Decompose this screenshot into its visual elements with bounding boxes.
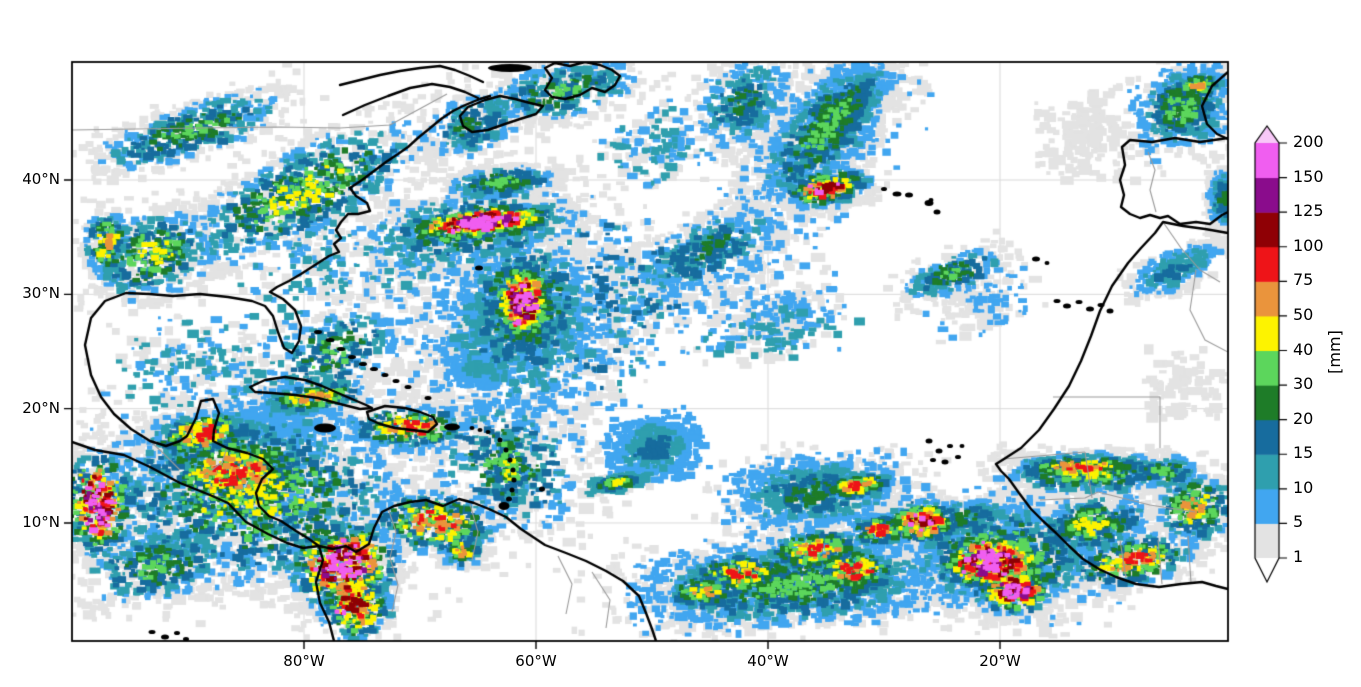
colorbar-tick-label: 150 xyxy=(1293,166,1324,186)
colorbar-tick-label: 125 xyxy=(1293,201,1324,221)
colorbar-tick-label: 20 xyxy=(1293,408,1314,428)
colorbar-tick-label: 75 xyxy=(1293,270,1314,290)
x-tick-label: 40°W xyxy=(747,652,789,670)
colorbar-tick-label: 40 xyxy=(1293,339,1314,359)
colorbar-tick-label: 100 xyxy=(1293,235,1324,255)
y-tick-label: 10°N xyxy=(22,512,60,531)
colorbar-tick-label: 15 xyxy=(1293,443,1314,463)
colorbar-tick-label: 200 xyxy=(1293,132,1324,151)
colorbar-tick-label: 30 xyxy=(1293,374,1314,394)
x-tick-label: 80°W xyxy=(283,652,325,670)
colorbar-tick-label: 50 xyxy=(1293,304,1314,324)
colorbar-tick-label: 5 xyxy=(1293,512,1304,532)
y-tick-label: 40°N xyxy=(22,170,60,188)
colorbar-tick-label: 10 xyxy=(1293,477,1314,497)
x-tick-label: 60°W xyxy=(515,652,557,670)
colorbar-tick-label: 1 xyxy=(1293,547,1304,566)
x-tick-label: 20°W xyxy=(979,652,1021,670)
y-tick-label: 20°N xyxy=(22,398,60,417)
y-tick-label: 30°N xyxy=(22,284,60,303)
